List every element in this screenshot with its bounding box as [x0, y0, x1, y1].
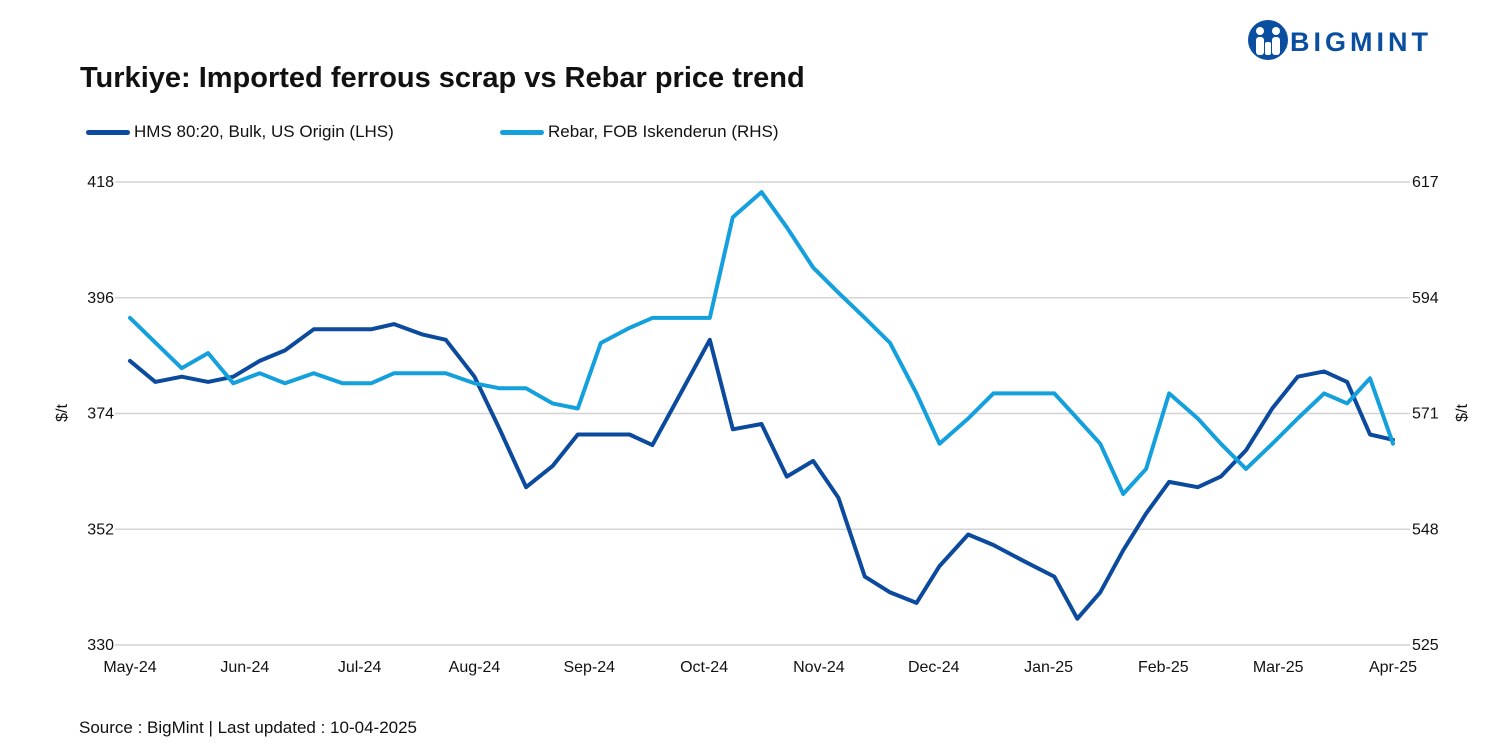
x-axis-ticks: May-24 Jun-24 Jul-24 Aug-24 Sep-24 Oct-24 Nov-…: [103, 659, 1417, 676]
y-right-tick-label: 571: [1412, 406, 1439, 423]
series-line-hms: [128, 322, 1395, 621]
bigmint-brand: BIGMINT: [1290, 27, 1432, 57]
x-tick-label: Jun-24: [220, 659, 269, 676]
legend-item-hms: HMS 80:20, Bulk, US Origin (LHS): [86, 122, 394, 142]
legend-label-hms: HMS 80:20, Bulk, US Origin (LHS): [134, 122, 394, 141]
y-right-tick-label: 548: [1412, 521, 1439, 538]
x-tick-label: May-24: [103, 659, 156, 676]
legend-swatch-rebar: [500, 129, 544, 135]
series-line-rebar: [128, 190, 1395, 496]
chart-title: Turkiye: Imported ferrous scrap vs Rebar…: [80, 62, 805, 94]
source-note: Source : BigMint | Last updated : 10-04-…: [79, 718, 418, 737]
legend-item-rebar: Rebar, FOB Iskenderun (RHS): [500, 122, 779, 142]
x-tick-label: Sep-24: [563, 659, 615, 676]
bigmint-logo-icon: [1248, 20, 1288, 60]
x-tick-label: Nov-24: [793, 659, 845, 676]
y-left-tick-label: 396: [87, 290, 114, 307]
y-left-tick-label: 418: [87, 174, 114, 191]
y-axis-right-ticks: 525 548 571 594 617: [1412, 174, 1439, 654]
x-tick-label: Aug-24: [449, 659, 501, 676]
grid-lines: [115, 181, 1410, 646]
y-axis-left-title: $/t: [54, 404, 71, 422]
y-left-tick-label: 374: [87, 406, 114, 423]
y-right-tick-label: 525: [1412, 637, 1439, 654]
y-right-tick-label: 594: [1412, 290, 1439, 307]
legend-swatch-hms: [86, 129, 130, 135]
x-tick-label: Dec-24: [908, 659, 960, 676]
x-tick-label: Oct-24: [680, 659, 728, 676]
legend-label-rebar: Rebar, FOB Iskenderun (RHS): [548, 122, 779, 141]
x-tick-label: Jul-24: [338, 659, 382, 676]
x-tick-label: Jan-25: [1024, 659, 1073, 676]
x-tick-label: Mar-25: [1253, 659, 1304, 676]
y-right-tick-label: 617: [1412, 174, 1439, 191]
y-axis-right-title: $/t: [1454, 404, 1471, 422]
x-tick-label: Feb-25: [1138, 659, 1189, 676]
y-axis-left-ticks: 330 352 374 396 418: [87, 174, 114, 654]
x-tick-label: Apr-25: [1369, 659, 1417, 676]
series-lines: [128, 190, 1395, 621]
y-left-tick-label: 352: [87, 521, 114, 538]
y-left-tick-label: 330: [87, 637, 114, 654]
